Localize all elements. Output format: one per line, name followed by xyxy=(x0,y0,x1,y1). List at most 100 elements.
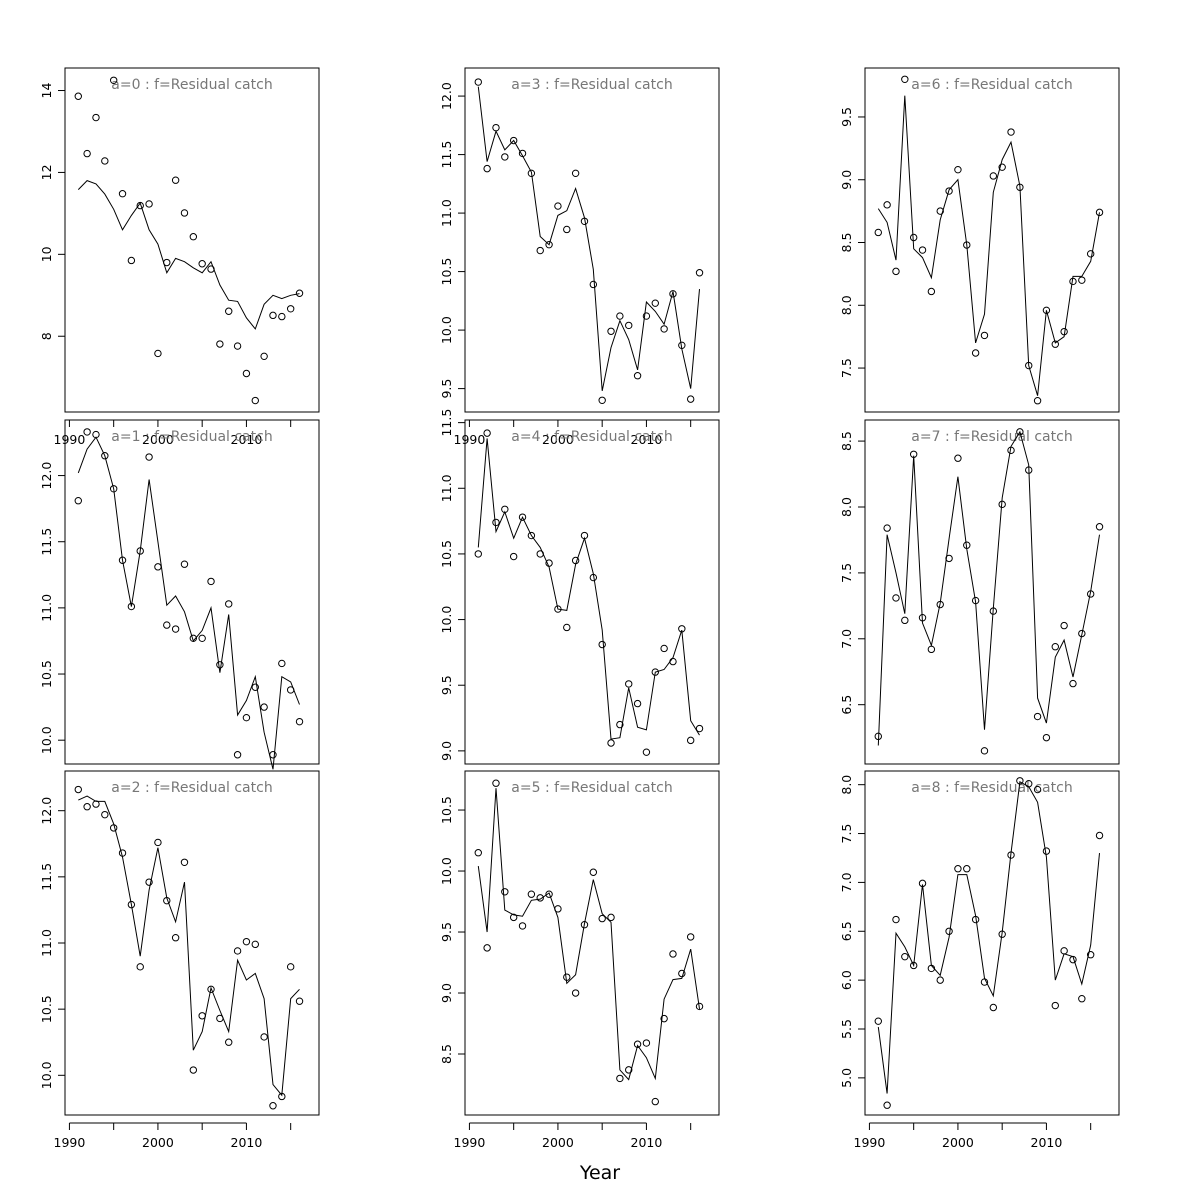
y-tick-label: 10.5 xyxy=(39,995,54,1023)
observed-point xyxy=(686,933,695,941)
observed-point xyxy=(651,668,659,676)
observed-point xyxy=(695,724,704,733)
observed-point xyxy=(901,75,909,83)
y-tick-label: 11.0 xyxy=(439,474,454,502)
observed-point xyxy=(971,915,980,924)
observed-point xyxy=(598,640,606,649)
panel-title: a=5 : f=Residual catch xyxy=(511,780,672,796)
y-tick-label: 9.5 xyxy=(439,379,454,399)
observed-point xyxy=(118,849,127,857)
observed-point xyxy=(998,163,1006,171)
fitted-line xyxy=(877,430,1100,746)
observed-point xyxy=(92,430,100,439)
y-tick-label: 10.5 xyxy=(39,660,54,688)
observed-point xyxy=(883,201,891,209)
observed-point xyxy=(101,157,109,165)
observed-point xyxy=(1051,1001,1059,1010)
observed-point xyxy=(1016,428,1024,436)
observed-point xyxy=(1025,361,1033,370)
y-tick-label: 10.5 xyxy=(439,258,454,286)
observed-point xyxy=(109,76,118,84)
y-tick-label: 10 xyxy=(39,246,54,262)
y-tick-label: 11.0 xyxy=(39,594,54,622)
observed-point xyxy=(989,1003,998,1012)
observed-point xyxy=(118,556,127,564)
observed-point xyxy=(1060,327,1068,336)
observed-point xyxy=(616,1074,624,1083)
observed-point xyxy=(927,964,936,973)
observed-point xyxy=(180,209,189,217)
y-tick-label: 7.0 xyxy=(839,629,854,649)
panels-grid: a=0 : f=Residual catch 8 10 12 14 1990 2000 201… xyxy=(39,67,1120,1150)
observed-point xyxy=(1095,831,1104,840)
observed-point xyxy=(980,978,989,986)
observed-point xyxy=(998,500,1006,509)
observed-point xyxy=(963,865,971,873)
observed-point xyxy=(225,600,233,608)
observed-point xyxy=(83,428,91,436)
y-tick-label: 11.5 xyxy=(439,409,454,437)
observed-point xyxy=(918,614,927,622)
y-tick-label: 8.0 xyxy=(839,295,854,315)
observed-point xyxy=(127,900,136,909)
observed-point xyxy=(198,1012,206,1020)
y-tick-label: 12.0 xyxy=(39,462,54,490)
observed-point xyxy=(92,113,100,122)
observed-point xyxy=(518,149,527,158)
panel-frame xyxy=(64,419,320,765)
y-tick-label: 7.0 xyxy=(839,872,854,892)
observed-point xyxy=(936,207,944,215)
observed-point xyxy=(225,1038,233,1046)
observed-point xyxy=(1069,955,1077,964)
panel-a3: a=3 : f=Residual catch 9.5 10.0 10.5 11.0 11.… xyxy=(439,67,720,447)
observed-point xyxy=(536,550,544,558)
observed-point xyxy=(278,1092,286,1101)
observed-point xyxy=(92,800,100,808)
observed-point xyxy=(295,997,304,1005)
observed-point xyxy=(580,921,589,929)
observed-point xyxy=(1060,621,1068,630)
panel-frame xyxy=(464,770,720,1116)
observed-point xyxy=(74,92,82,100)
y-tick-label: 7.5 xyxy=(839,824,854,844)
observed-point xyxy=(1060,947,1068,955)
observed-point xyxy=(501,153,509,161)
observed-point xyxy=(580,217,589,225)
y-tick-label: 10.0 xyxy=(439,606,454,634)
panel-a8: a=8 : f=Residual catch 5.0 5.5 6.0 6.5 7.0 7.5… xyxy=(839,770,1120,1150)
observed-point xyxy=(660,325,668,333)
observed-point xyxy=(1086,250,1095,258)
panel-title: a=2 : f=Residual catch xyxy=(111,780,272,796)
observed-point xyxy=(518,922,527,930)
observed-point xyxy=(651,299,659,307)
observed-point xyxy=(971,596,980,605)
observed-point xyxy=(669,290,677,298)
panel-a5: a=5 : f=Residual catch 8.5 9.0 9.5 10.0 10.5 1… xyxy=(439,770,720,1150)
observed-point xyxy=(678,969,686,978)
observed-point xyxy=(136,201,144,210)
observed-point xyxy=(171,625,180,633)
observed-point xyxy=(251,940,259,949)
observed-point xyxy=(980,331,989,340)
observed-point xyxy=(545,240,553,249)
observed-point xyxy=(1007,128,1015,136)
fitted-line xyxy=(477,438,700,740)
observed-point xyxy=(136,963,144,971)
observed-point xyxy=(1086,951,1095,959)
observed-point xyxy=(545,890,553,898)
y-tick-label: 5.0 xyxy=(839,1068,854,1088)
observed-point xyxy=(695,1002,704,1011)
fitted-line xyxy=(78,795,300,1097)
observed-point xyxy=(607,913,615,922)
observed-point xyxy=(145,878,153,886)
observed-point xyxy=(536,894,544,902)
panel-title: a=1 : f=Residual catch xyxy=(111,429,272,445)
fitted-line xyxy=(477,788,700,1081)
observed-point xyxy=(660,644,668,653)
panel-frame xyxy=(864,770,1120,1116)
observed-point xyxy=(1078,629,1086,638)
observed-point xyxy=(598,914,606,923)
observed-point xyxy=(589,868,598,876)
fitted-line xyxy=(877,781,1100,1094)
x-tick-label: 2010 xyxy=(231,1135,263,1150)
